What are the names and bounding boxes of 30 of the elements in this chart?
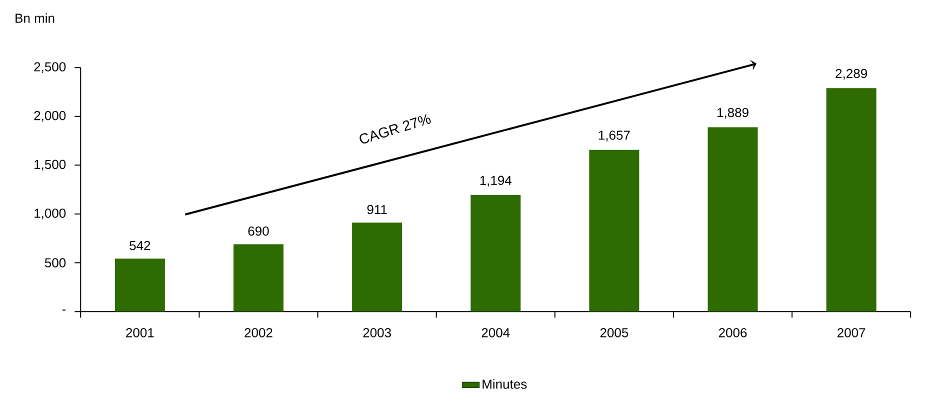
x-tick-label: 2002 xyxy=(244,328,272,338)
y-tick-label: 500 xyxy=(44,258,66,268)
y-axis-title: Bn min xyxy=(16,13,54,23)
data-label: 542 xyxy=(130,240,150,250)
x-tick-label: 2001 xyxy=(126,328,154,338)
x-tick-label: 2003 xyxy=(363,328,391,338)
data-label: 1,889 xyxy=(717,108,748,119)
x-tick-label: 2007 xyxy=(838,328,866,338)
bar xyxy=(708,127,758,312)
data-label: 2,289 xyxy=(836,68,867,80)
data-label: 1,194 xyxy=(480,176,512,187)
x-tick-label: 2005 xyxy=(600,328,628,338)
y-tick-label: 2,500 xyxy=(34,62,66,73)
y-tick-label: 2,000 xyxy=(34,111,66,122)
bar xyxy=(352,222,402,312)
bar xyxy=(470,195,521,312)
data-label: 690 xyxy=(248,226,269,236)
x-tick-label: 2004 xyxy=(482,328,510,338)
bar xyxy=(589,150,640,312)
data-label: 1,657 xyxy=(598,130,630,142)
bar xyxy=(233,244,284,312)
data-label: 911 xyxy=(367,204,387,214)
y-tick-label: 1,000 xyxy=(34,208,66,220)
bar xyxy=(114,258,165,312)
annotation: CAGR 27% xyxy=(360,114,431,144)
y-tick-label: - xyxy=(62,310,66,311)
legend-label: Minutes xyxy=(482,379,527,389)
x-tick-label: 2006 xyxy=(718,328,747,338)
y-tick-label: 1,500 xyxy=(34,160,66,171)
bar xyxy=(826,88,876,312)
